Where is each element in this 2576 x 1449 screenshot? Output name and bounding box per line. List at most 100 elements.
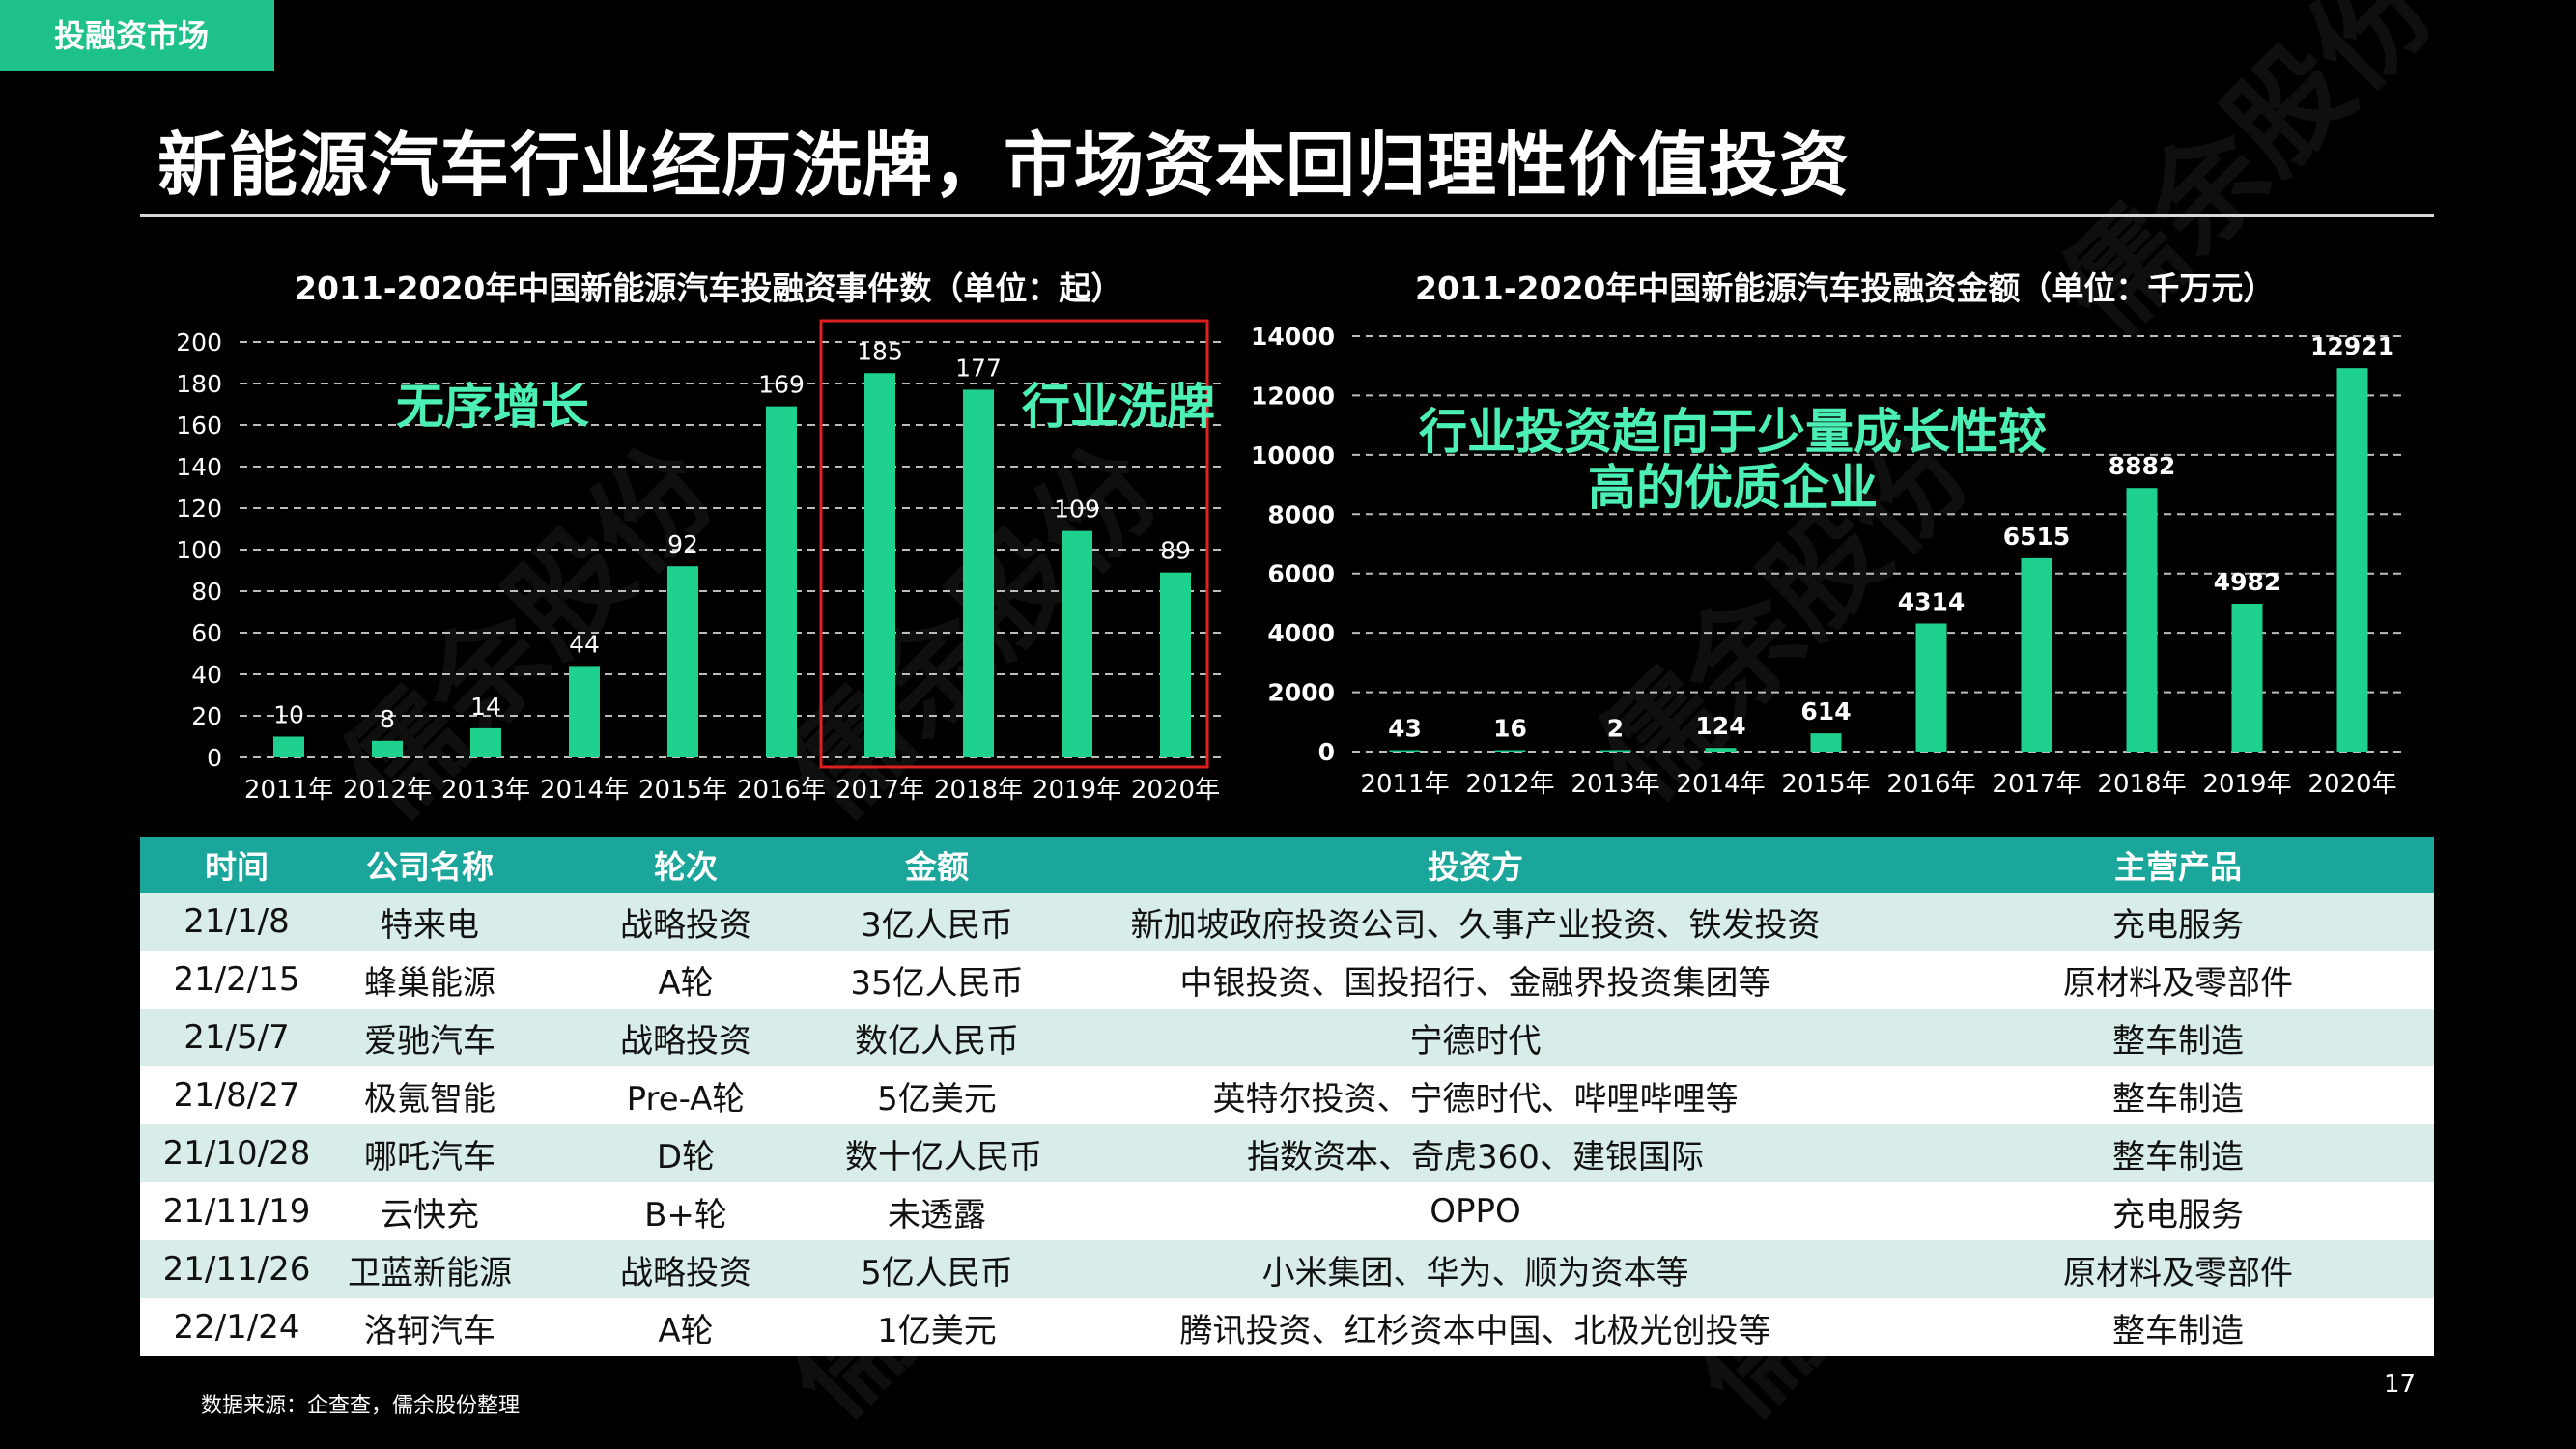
time-cell: 21/5/7 [140,1009,333,1066]
bar [1160,572,1191,757]
company-cell: 卫蓝新能源 [333,1240,526,1298]
time-cell: 21/10/28 [140,1124,333,1182]
data-label: 169 [758,371,805,399]
y-tick-label: 20 [191,702,222,730]
x-tick-label: 2013年 [1571,770,1659,799]
product-cell: 充电服务 [1922,1182,2434,1240]
data-label: 8 [380,705,395,733]
company-cell: 爱驰汽车 [333,1009,526,1066]
investors-cell: 英特尔投资、宁德时代、哔哩哔哩等 [1029,1066,1922,1124]
bar [2021,557,2052,752]
amount-cell: 5亿美元 [845,1066,1029,1124]
x-tick-label: 2019年 [1033,776,1121,805]
company-cell: 云快充 [333,1182,526,1240]
table-row: 22/1/24 洛轲汽车 A轮 1亿美元 腾讯投资、红杉资本中国、北极光创投等 整车制造 [140,1298,2434,1356]
company-cell: 极氪智能 [333,1066,526,1124]
bar [1599,750,1631,752]
time-cell: 21/8/27 [140,1066,333,1124]
x-tick-label: 2018年 [934,776,1023,805]
y-tick-label: 200 [176,328,222,356]
amount-cell: 3亿人民币 [845,893,1029,951]
round-cell: A轮 [526,1298,845,1356]
table-row: 21/11/26 卫蓝新能源 战略投资 5亿人民币 小米集团、华为、顺为资本等 原材料及零… [140,1240,2434,1298]
x-tick-label: 2017年 [1992,770,2081,799]
x-tick-label: 2012年 [1465,770,1554,799]
data-label: 8882 [2109,452,2176,480]
x-tick-label: 2016年 [737,776,826,805]
column-header: 时间 [140,837,333,893]
data-label: 4982 [2214,568,2281,596]
round-cell: 战略投资 [526,1009,845,1066]
investors-cell: OPPO [1029,1182,1922,1240]
x-tick-label: 2018年 [2097,770,2186,799]
x-tick-label: 2015年 [1781,770,1870,799]
section-tag: 投融资市场 [0,0,274,71]
y-tick-label: 8000 [1267,500,1335,528]
y-tick-label: 120 [176,495,222,523]
x-tick-label: 2011年 [244,776,333,805]
amount-cell: 数亿人民币 [845,1009,1029,1066]
chart-annotation: 行业投资趋向于少量成长性较 [1419,404,2047,460]
data-label: 44 [569,630,600,658]
data-label: 6515 [2003,523,2071,551]
time-cell: 21/2/15 [140,951,333,1009]
bar [963,389,994,757]
x-tick-label: 2011年 [1360,770,1449,799]
x-tick-label: 2020年 [1131,776,1220,805]
table-row: 21/10/28 哪吒汽车 D轮 数十亿人民币 指数资本、奇虎360、建银国际 整车制造 [140,1124,2434,1182]
y-tick-label: 10000 [1251,441,1335,469]
bar [569,666,600,757]
table-row: 21/2/15 蜂巢能源 A轮 35亿人民币 中银投资、国投招行、金融界投资集团等 原材料… [140,951,2434,1009]
bar [1389,750,1421,752]
chart-2-title: 2011-2020年中国新能源汽车投融资金额（单位：千万元） [1415,270,2276,307]
x-tick-label: 2016年 [1886,770,1975,799]
product-cell: 整车制造 [1922,1124,2434,1182]
bar [1705,748,1737,752]
data-label: 177 [955,354,1002,382]
chart-events-count: 0 20 40 60 80 100 120 140 160 180 200 10 2011年 8 2012年… [176,319,1225,805]
x-tick-label: 2014年 [1676,770,1765,799]
x-tick-label: 2015年 [638,776,727,805]
y-tick-label: 12000 [1251,382,1335,410]
company-cell: 洛轲汽车 [333,1298,526,1356]
product-cell: 原材料及零部件 [1922,1240,2434,1298]
company-cell: 蜂巢能源 [333,951,526,1009]
round-cell: 战略投资 [526,1240,845,1298]
y-tick-label: 160 [176,412,222,440]
x-tick-label: 2013年 [441,776,530,805]
data-label: 2 [1607,715,1624,743]
y-tick-label: 60 [191,619,222,647]
y-tick-label: 80 [191,578,222,606]
company-cell: 哪吒汽车 [333,1124,526,1182]
bar [470,727,501,757]
chart-annotation: 高的优质企业 [1588,460,1878,516]
y-tick-label: 6000 [1267,560,1335,588]
data-label: 14 [470,693,501,721]
bar [273,736,304,757]
product-cell: 充电服务 [1922,893,2434,951]
y-tick-label: 0 [207,744,222,772]
table-header-row: 时间 公司名称 轮次 金额 投资方 主营产品 [140,837,2434,893]
product-cell: 整车制造 [1922,1066,2434,1124]
table-row: 21/11/19 云快充 B+轮 未透露 OPPO 充电服务 [140,1182,2434,1240]
bar [667,566,698,757]
chart-annotation: 无序增长 [396,379,589,435]
data-label: 12921 [2310,332,2394,360]
amount-cell: 未透露 [845,1182,1029,1240]
highlight-box [819,319,1209,769]
table-row: 21/1/8 特来电 战略投资 3亿人民币 新加坡政府投资公司、久事产业投资、铁发投资充… [140,893,2434,951]
investors-cell: 腾讯投资、红杉资本中国、北极光创投等 [1029,1298,1922,1356]
bar [1062,530,1092,757]
company-cell: 特来电 [333,893,526,951]
chart-annotation: 行业洗牌 [1022,379,1215,435]
time-cell: 22/1/24 [140,1298,333,1356]
time-cell: 21/11/19 [140,1182,333,1240]
data-label: 92 [667,530,698,558]
data-label: 4314 [1898,587,1966,615]
bar [2126,488,2158,752]
bar [1915,623,1947,752]
data-label: 185 [857,337,903,365]
x-tick-label: 2019年 [2202,770,2291,799]
data-label: 109 [1054,496,1100,524]
data-label: 89 [1160,537,1191,565]
